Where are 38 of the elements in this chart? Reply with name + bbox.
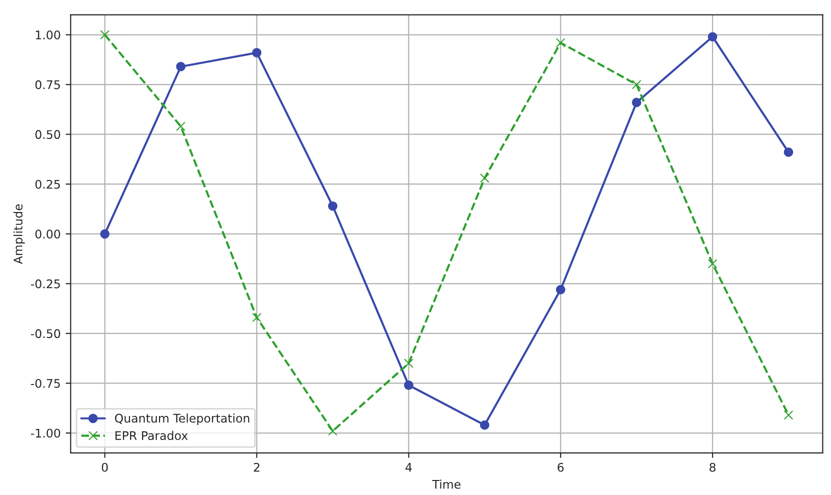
point bbox=[328, 201, 338, 211]
point bbox=[556, 284, 566, 294]
point bbox=[252, 48, 262, 58]
point bbox=[784, 410, 794, 420]
y-tick-label: -0.50 bbox=[30, 329, 60, 338]
y-tick-label: -0.25 bbox=[30, 279, 60, 288]
point bbox=[784, 148, 794, 157]
point bbox=[556, 38, 566, 48]
point bbox=[176, 62, 186, 72]
point bbox=[100, 229, 110, 239]
y-tick-label: -0.75 bbox=[30, 378, 60, 388]
point bbox=[328, 426, 338, 436]
x-tick-label: 6 bbox=[558, 462, 564, 472]
point bbox=[632, 98, 642, 108]
y-tick-label: 0.25 bbox=[35, 180, 60, 189]
point bbox=[480, 173, 490, 183]
point bbox=[480, 420, 490, 430]
x-tick-label: 0 bbox=[102, 462, 108, 472]
x-axis-title: Time bbox=[432, 480, 460, 489]
point bbox=[404, 358, 414, 368]
point bbox=[632, 80, 642, 90]
y-tick-label: 0.50 bbox=[35, 130, 60, 139]
point bbox=[100, 30, 110, 40]
y-tick-label: -1.00 bbox=[30, 428, 60, 438]
x-tick-label: 8 bbox=[710, 462, 716, 472]
y-axis-title: Amplitude bbox=[13, 204, 25, 264]
point bbox=[708, 32, 718, 42]
point bbox=[404, 380, 414, 390]
legend-label: Quantum Teleportation bbox=[114, 414, 250, 425]
point bbox=[252, 312, 262, 322]
point bbox=[708, 259, 718, 268]
x-tick-label: 2 bbox=[254, 462, 260, 472]
legend-label: EPR Paradox bbox=[115, 430, 188, 440]
point bbox=[176, 122, 186, 132]
y-tick-label: 0.75 bbox=[35, 80, 60, 90]
y-tick-label: 1.00 bbox=[36, 30, 60, 40]
y-tick-label: 0.00 bbox=[35, 230, 60, 239]
x-tick-label: 4 bbox=[406, 463, 412, 472]
